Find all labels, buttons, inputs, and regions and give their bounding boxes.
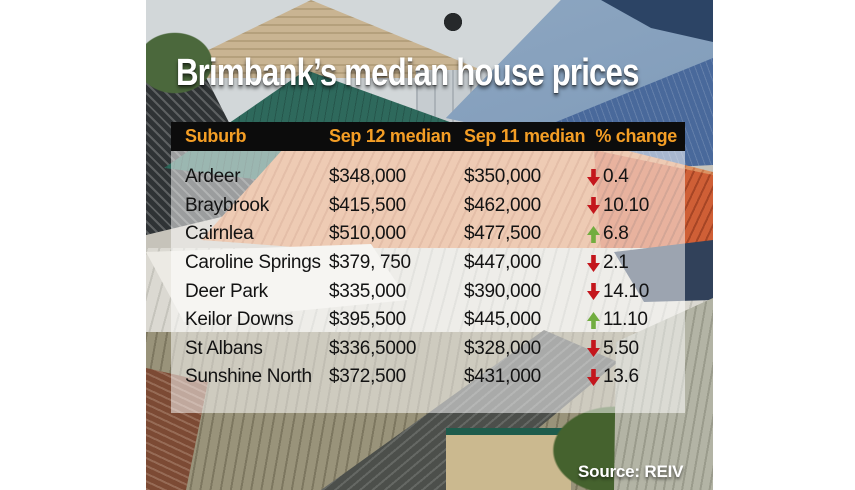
- table-row: Cairnlea $510,000 $477,500 6.8: [171, 220, 685, 249]
- trend-arrow-icon: [587, 197, 600, 215]
- change-value: 10.10: [603, 194, 650, 216]
- table-row: Sunshine North $372,500 $431,000 13.6: [171, 363, 685, 392]
- sep11-median-cell: $350,000: [464, 166, 541, 188]
- change-cell: 5.50: [587, 338, 685, 360]
- sep12-median-cell: $379, 750: [329, 252, 411, 274]
- sep11-median-cell: $477,500: [464, 223, 541, 245]
- suburb-cell: Deer Park: [185, 280, 268, 302]
- suburb-cell: Sunshine North: [185, 366, 312, 388]
- suburb-cell: St Albans: [185, 337, 263, 359]
- trend-arrow-icon: [587, 340, 600, 358]
- change-value: 14.10: [603, 280, 650, 302]
- suburb-cell: Caroline Springs: [185, 252, 321, 274]
- sep12-median-cell: $510,000: [329, 223, 406, 245]
- source-credit: Source: REIV: [578, 462, 684, 481]
- sep11-median-cell: $462,000: [464, 194, 541, 216]
- sep11-median-cell: $328,000: [464, 337, 541, 359]
- suburb-cell: Braybrook: [185, 194, 269, 216]
- change-value: 2.1: [603, 252, 629, 274]
- sep11-median-cell: $447,000: [464, 252, 541, 274]
- change-value: 11.10: [603, 309, 648, 331]
- sep12-median-cell: $335,000: [329, 280, 406, 302]
- trend-arrow-icon: [587, 168, 600, 186]
- header-suburb: Suburb: [185, 126, 247, 146]
- suburb-cell: Ardeer: [185, 166, 241, 188]
- change-cell: 14.10: [587, 281, 685, 303]
- table-row: Keilor Downs $395,500 $445,000 11.10: [171, 306, 685, 335]
- table-row: Deer Park $335,000 $390,000 14.10: [171, 277, 685, 306]
- table-row: Ardeer $348,000 $350,000 0.4: [171, 163, 685, 192]
- foliage-top-left: [146, 28, 218, 98]
- sep12-median-cell: $372,500: [329, 366, 406, 388]
- sep12-median-cell: $395,500: [329, 309, 406, 331]
- trend-arrow-icon: [587, 283, 600, 301]
- trend-arrow-icon: [587, 225, 600, 243]
- change-cell: 6.8: [587, 223, 685, 245]
- change-cell: 10.10: [587, 195, 685, 217]
- change-value: 13.6: [603, 366, 639, 388]
- change-cell: 0.4: [587, 166, 685, 188]
- table-row: St Albans $336,5000 $328,000 5.50: [171, 335, 685, 364]
- sep11-median-cell: $390,000: [464, 280, 541, 302]
- change-cell: 13.6: [587, 366, 685, 388]
- sep12-median-cell: $336,5000: [329, 337, 417, 359]
- header-sep11: Sep 11 median: [464, 126, 586, 146]
- table-panel: [171, 151, 685, 413]
- trend-arrow-icon: [587, 368, 600, 386]
- change-value: 5.50: [603, 337, 639, 359]
- change-value: 0.4: [603, 166, 629, 188]
- change-cell: 11.10: [587, 309, 685, 331]
- header-sep12: Sep 12 median: [329, 126, 452, 146]
- suburb-cell: Keilor Downs: [185, 309, 294, 331]
- table-row: Braybrook $415,500 $462,000 10.10: [171, 192, 685, 221]
- table-header: Suburb Sep 12 median Sep 11 median % cha…: [171, 122, 685, 151]
- suburb-cell: Cairnlea: [185, 223, 254, 245]
- sep12-median-cell: $348,000: [329, 166, 406, 188]
- change-value: 6.8: [603, 223, 629, 245]
- satellite-dish: [442, 12, 464, 32]
- trend-arrow-icon: [587, 311, 600, 329]
- sep11-median-cell: $431,000: [464, 366, 541, 388]
- sep12-median-cell: $415,500: [329, 194, 406, 216]
- page-title-text: Brimbank’s median house prices: [176, 52, 639, 94]
- header-change: % change: [595, 126, 677, 146]
- table-row: Caroline Springs $379, 750 $447,000 2.1: [171, 249, 685, 278]
- page-title: Brimbank’s median house prices: [176, 52, 740, 95]
- trend-arrow-icon: [587, 254, 600, 272]
- change-cell: 2.1: [587, 252, 685, 274]
- sep11-median-cell: $445,000: [464, 309, 541, 331]
- table-rows: Ardeer $348,000 $350,000 0.4 Braybrook $…: [171, 163, 685, 392]
